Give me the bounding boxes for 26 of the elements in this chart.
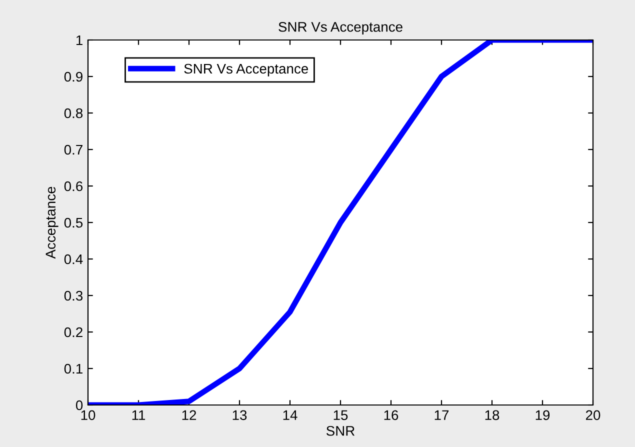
- x-tick-label: 12: [182, 410, 196, 420]
- y-tick-label: 0.5: [64, 218, 83, 228]
- y-tick-label: 0.8: [64, 108, 83, 118]
- y-tick-label: 0.7: [64, 144, 82, 155]
- x-tick-label: 16: [384, 410, 398, 420]
- y-tick-label: 0.2: [64, 327, 82, 338]
- x-axis-title: SNR: [326, 426, 355, 436]
- y-tick-label: 0.6: [64, 181, 83, 192]
- x-tick-label: 19: [536, 410, 550, 420]
- x-tick-label: 14: [283, 410, 298, 420]
- y-tick-label: 1: [76, 35, 82, 46]
- y-tick-label: 0: [76, 400, 83, 410]
- y-axis-title: Acceptance: [46, 186, 58, 259]
- legend-label: SNR Vs Acceptance: [184, 64, 308, 76]
- y-tick-label: 0.9: [64, 72, 82, 82]
- x-tick-label: 10: [81, 410, 96, 420]
- x-tick-label: 20: [586, 410, 600, 420]
- x-tick-label: 11: [132, 410, 146, 420]
- x-tick-label: 15: [334, 410, 348, 420]
- y-tick-label: 0.3: [64, 290, 83, 301]
- y-tick-label: 0.1: [64, 364, 82, 374]
- x-tick-label: 18: [485, 410, 500, 420]
- x-tick-label: 17: [434, 410, 449, 420]
- chart-title: SNR Vs Acceptance: [278, 22, 402, 35]
- x-tick-label: 13: [232, 410, 247, 420]
- y-tick-label: 0.4: [64, 254, 83, 264]
